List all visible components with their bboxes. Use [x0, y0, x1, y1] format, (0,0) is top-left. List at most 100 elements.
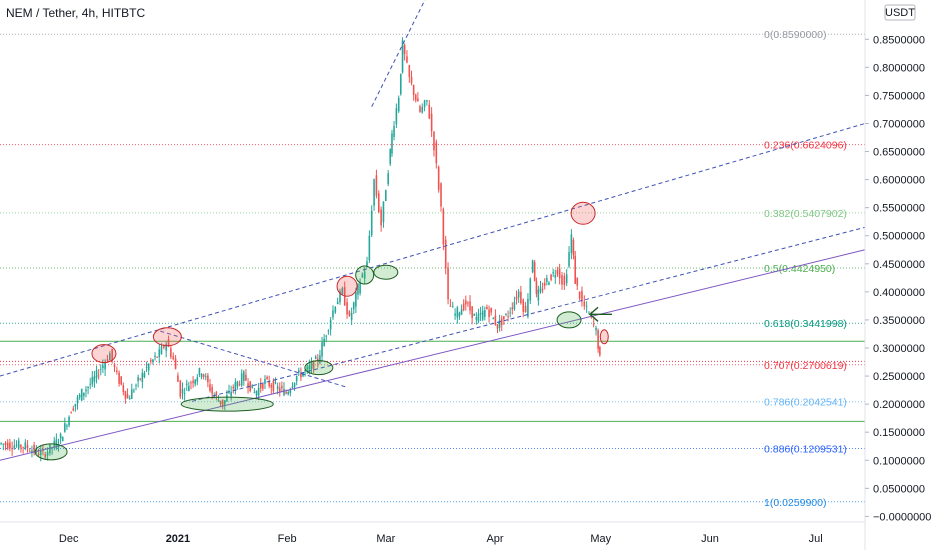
candle-body: [419, 106, 421, 112]
candle-body: [486, 307, 488, 310]
trendline: [191, 226, 866, 402]
candle-body: [561, 275, 563, 285]
candle-body: [219, 400, 222, 405]
candle-body: [408, 65, 411, 77]
candle-body: [323, 338, 325, 347]
candle-body: [410, 76, 413, 84]
candle-body: [572, 239, 575, 256]
candle-body: [541, 289, 544, 291]
candle-body: [124, 391, 127, 399]
candle-body: [306, 366, 309, 370]
candle-body: [230, 391, 232, 397]
y-tick-label: 0.2000000: [873, 399, 925, 411]
candle-body: [160, 346, 163, 355]
candle-body: [585, 306, 588, 307]
candle-body: [102, 365, 104, 369]
candle-body: [61, 436, 64, 442]
candle-body: [163, 345, 165, 348]
candle-body: [116, 370, 118, 372]
candle-body: [479, 313, 482, 315]
candle-body: [397, 97, 400, 112]
candle-body: [113, 364, 116, 367]
candle-body: [336, 301, 339, 305]
fib-level-label: 0.707(0.2700619): [764, 360, 847, 372]
candle-body: [462, 303, 465, 310]
candle-body: [568, 252, 570, 267]
candle-body: [325, 335, 328, 337]
trendline: [160, 330, 348, 388]
candle-body: [276, 386, 279, 389]
touch-point-marker: [373, 264, 399, 280]
candle-body: [370, 210, 373, 236]
fib-level-label: 0.886(0.1209531): [764, 443, 847, 455]
candle-body: [106, 359, 109, 361]
candle-body: [595, 327, 597, 331]
candle-body: [249, 381, 251, 392]
candle-body: [93, 376, 96, 382]
candle-body: [194, 379, 196, 385]
candle-body: [435, 142, 438, 164]
candle-body: [6, 442, 9, 449]
candle-body: [414, 94, 417, 101]
candle-body: [412, 85, 415, 95]
candle-body: [444, 239, 447, 269]
rejection-marker: [570, 201, 596, 225]
candle-body: [401, 40, 404, 73]
candle-body: [211, 387, 213, 394]
candle-body: [389, 148, 392, 164]
candle-body: [440, 183, 442, 207]
candle-body: [270, 385, 273, 388]
annotation-layer: [34, 201, 612, 461]
candle-body: [481, 310, 484, 320]
candle-body: [583, 301, 586, 307]
candle-body: [268, 381, 270, 386]
candle-body: [31, 450, 33, 453]
candle-body: [387, 173, 389, 185]
candle-body: [126, 394, 129, 398]
candle-body: [59, 434, 62, 439]
y-tick-label: 0.4500000: [873, 259, 925, 271]
candle-body: [451, 306, 454, 308]
candle-body: [355, 292, 357, 307]
candle-body: [456, 307, 459, 318]
candle-body: [517, 291, 520, 298]
candle-body: [145, 367, 148, 368]
candle-body: [375, 175, 378, 196]
candle-body: [500, 318, 503, 326]
candle-body: [152, 359, 154, 363]
candle-body: [234, 382, 237, 391]
arrow-icon: [588, 306, 612, 322]
candle-body: [348, 311, 351, 316]
candle-body: [321, 342, 323, 357]
candle-body: [363, 271, 366, 279]
candle-body: [304, 370, 306, 372]
touch-point-marker: [180, 396, 274, 412]
candle-body: [150, 360, 152, 362]
x-tick-label: 2021: [166, 533, 190, 545]
candle-body: [251, 384, 254, 389]
candle-body: [361, 274, 364, 277]
candle-body: [477, 313, 480, 322]
candle-body: [295, 375, 298, 382]
candle-body: [202, 374, 205, 377]
candle-body: [548, 282, 550, 285]
y-tick-label: 0.8000000: [873, 62, 925, 74]
y-tick-label: 0.3000000: [873, 343, 925, 355]
candle-body: [475, 317, 478, 320]
candle-body: [181, 388, 184, 394]
candle-body: [165, 343, 167, 351]
candle-body: [11, 447, 13, 450]
candle-body: [99, 369, 102, 371]
candle-body: [170, 348, 172, 358]
candle-body: [467, 302, 469, 304]
candle-body: [505, 314, 507, 315]
candle-body: [533, 262, 536, 281]
y-tick-label: 0.0500000: [873, 483, 925, 495]
candle-body: [513, 302, 516, 310]
candle-body: [217, 400, 220, 402]
y-tick-label: 0.5000000: [873, 231, 925, 243]
candle-body: [395, 108, 398, 125]
fib-level-label: 0.236(0.6624096): [764, 140, 847, 152]
candle-body: [57, 443, 60, 448]
